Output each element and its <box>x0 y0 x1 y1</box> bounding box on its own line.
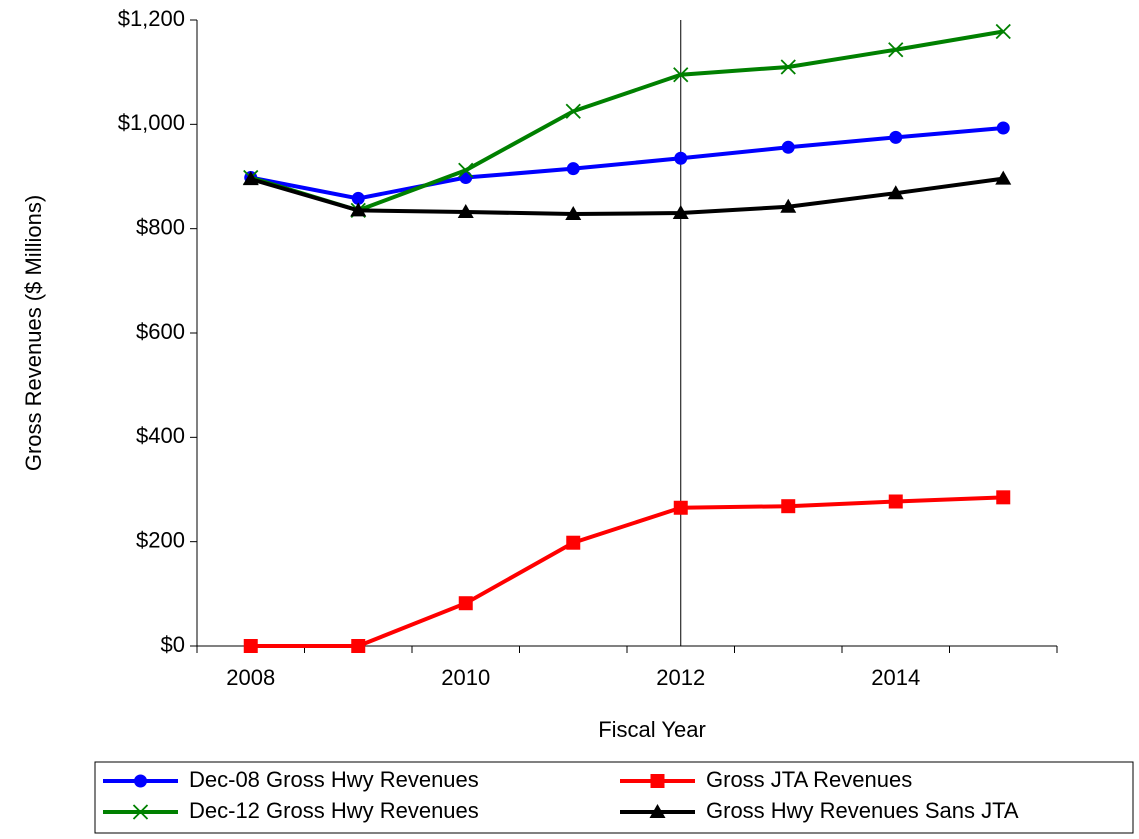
data-point <box>243 639 258 653</box>
legend-marker <box>650 774 665 788</box>
data-point <box>674 151 688 165</box>
series-line <box>250 125 1004 201</box>
legend-label: Dec-08 Gross Hwy Revenues <box>189 767 479 792</box>
x-axis-label: Fiscal Year <box>598 717 706 742</box>
x-tick-label: 2010 <box>441 665 490 690</box>
data-point <box>888 494 903 509</box>
y-axis-label: Gross Revenues ($ Millions) <box>21 195 46 471</box>
data-point <box>566 535 581 550</box>
data-point <box>780 198 797 213</box>
x-tick-label: 2012 <box>656 665 705 690</box>
data-point <box>995 23 1011 40</box>
data-point <box>672 205 689 220</box>
data-point <box>781 499 796 514</box>
y-tick-label: $400 <box>136 423 185 448</box>
series-line <box>250 495 1004 648</box>
y-tick-label: $800 <box>136 214 185 239</box>
y-tick-label: $600 <box>136 319 185 344</box>
data-point <box>673 67 689 83</box>
legend-label: Gross JTA Revenues <box>706 767 912 792</box>
data-point <box>888 42 904 58</box>
data-point <box>565 206 582 221</box>
legend-label: Dec-12 Gross Hwy Revenues <box>189 798 479 823</box>
y-tick-label: $0 <box>161 632 185 657</box>
x-tick-label: 2014 <box>871 665 920 690</box>
data-point <box>780 59 796 75</box>
data-point <box>887 185 904 200</box>
legend-marker <box>649 804 666 818</box>
legend-marker <box>134 774 147 788</box>
legend-box <box>94 761 1134 834</box>
data-point <box>458 596 473 611</box>
data-point <box>350 202 367 217</box>
legend-marker <box>132 804 149 820</box>
x-tick-label: 2008 <box>226 665 275 690</box>
series-line <box>250 29 1004 213</box>
data-point <box>242 171 259 186</box>
data-point <box>351 639 366 653</box>
data-point <box>995 170 1012 185</box>
data-point <box>351 191 365 205</box>
data-point <box>781 140 795 154</box>
data-point <box>565 103 581 119</box>
legend-label: Gross Hwy Revenues Sans JTA <box>706 798 1019 823</box>
data-point <box>673 500 688 515</box>
data-point <box>458 162 474 178</box>
data-point <box>457 203 474 218</box>
y-tick-label: $200 <box>136 527 185 552</box>
data-point <box>889 130 903 144</box>
series-line <box>250 176 1004 217</box>
y-tick-label: $1,000 <box>118 110 185 135</box>
data-point <box>996 490 1011 505</box>
data-point <box>996 121 1010 135</box>
y-tick-label: $1,200 <box>118 6 185 31</box>
data-point <box>566 162 580 176</box>
